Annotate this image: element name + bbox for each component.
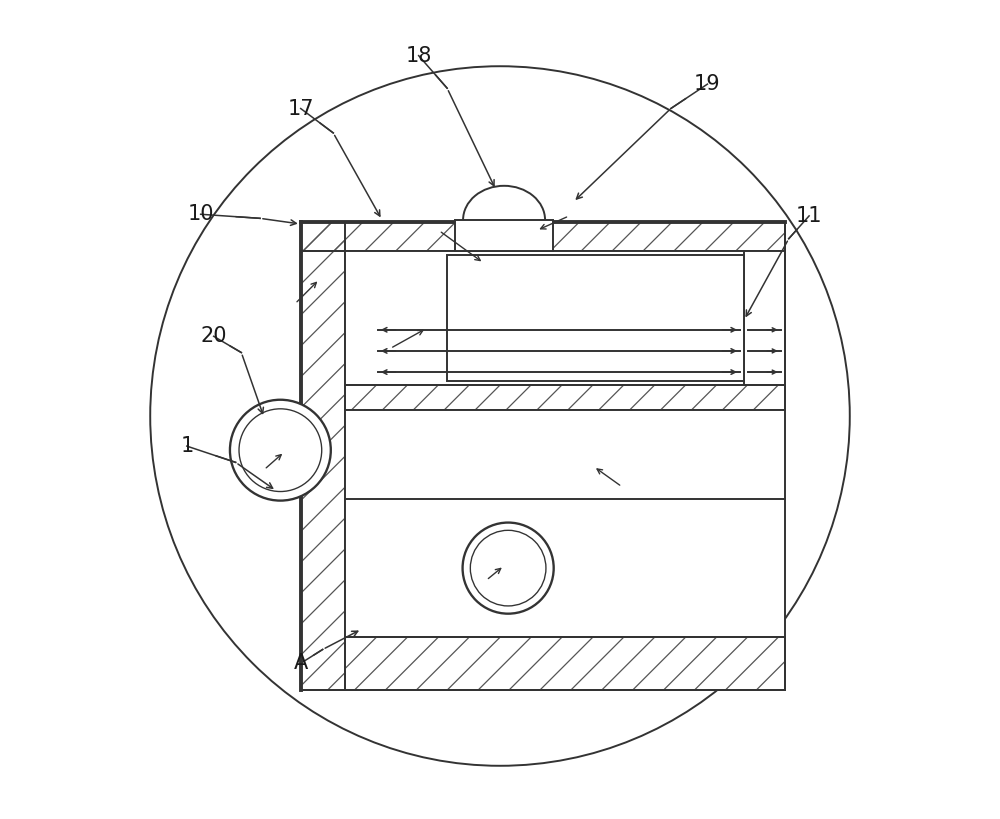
Bar — [455, 220, 553, 251]
Text: 17: 17 — [287, 98, 314, 119]
Bar — [447, 255, 744, 381]
Circle shape — [463, 523, 554, 613]
Text: 1: 1 — [180, 436, 193, 456]
Bar — [301, 223, 785, 251]
Text: 19: 19 — [694, 75, 721, 94]
Circle shape — [230, 400, 331, 500]
Bar — [345, 637, 785, 690]
Text: A: A — [294, 654, 308, 673]
Text: 10: 10 — [187, 204, 214, 224]
Text: 18: 18 — [405, 46, 432, 66]
Bar — [345, 410, 785, 637]
Text: 20: 20 — [200, 326, 227, 346]
Bar — [345, 251, 785, 385]
Bar — [301, 223, 345, 690]
Bar — [345, 385, 785, 410]
Text: 11: 11 — [796, 206, 822, 226]
